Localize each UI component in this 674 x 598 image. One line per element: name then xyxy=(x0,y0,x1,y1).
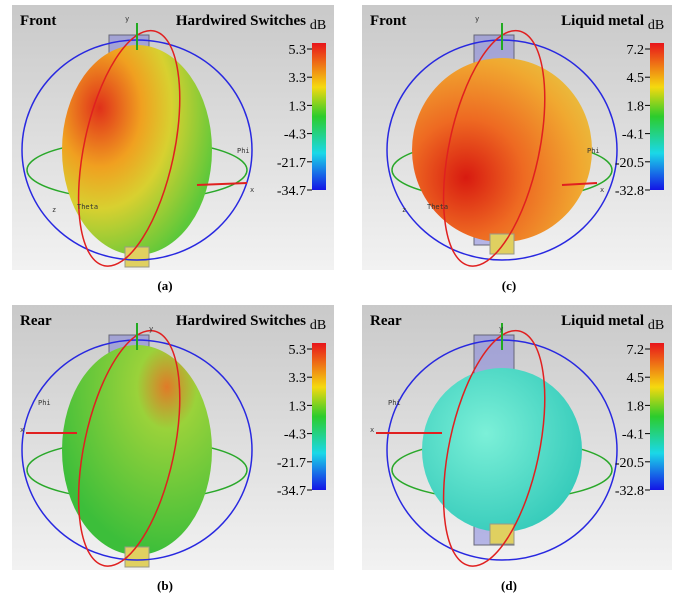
colorbar-tick-label: 1.8 xyxy=(627,399,645,414)
pattern xyxy=(62,345,212,555)
colorbar-tick-label: -34.7 xyxy=(277,484,306,499)
axis-label: x xyxy=(250,186,254,194)
colorbar-tick-label: -32.8 xyxy=(615,184,644,199)
colorbar xyxy=(312,43,326,190)
colorbar-tick-label: -21.7 xyxy=(277,156,306,171)
panel-title: Hardwired Switches xyxy=(176,13,306,29)
view-label: Front xyxy=(20,13,56,29)
colorbar-tick-label: 3.3 xyxy=(289,71,307,86)
axis-label: Phi xyxy=(38,399,51,407)
pattern xyxy=(422,368,582,532)
axis-label: Phi xyxy=(587,147,600,155)
panel-title: Liquid metal xyxy=(561,13,644,29)
panel-title: Liquid metal xyxy=(561,313,644,329)
colorbar-tick-label: -4.1 xyxy=(622,428,644,443)
feed xyxy=(125,247,149,267)
colorbar-tick-label: -20.5 xyxy=(615,456,644,471)
axis-label: Theta xyxy=(77,203,98,211)
axis-label: y xyxy=(475,15,479,23)
colorbar-tick-label: 7.2 xyxy=(627,343,645,358)
colorbar-tick-label: 1.8 xyxy=(627,99,645,114)
axis-label: Phi xyxy=(388,399,401,407)
colorbar-tick-label: -20.5 xyxy=(615,156,644,171)
panel: y x Phi Rear Liquid metal dB7.2 4.5 1.8 -4.1 -20.… xyxy=(362,305,672,575)
colorbar-tick-label: 4.5 xyxy=(627,371,645,386)
caption: (d) xyxy=(501,578,517,593)
colorbar-tick-label: -4.1 xyxy=(622,128,644,143)
caption: (b) xyxy=(157,578,173,593)
colorbar-tick-label: 5.3 xyxy=(289,343,307,358)
colorbar-tick-label: -4.3 xyxy=(284,128,306,143)
axis-label: Phi xyxy=(237,147,250,155)
colorbar-unit: dB xyxy=(310,318,326,333)
colorbar xyxy=(650,43,664,190)
view-label: Rear xyxy=(370,313,402,329)
colorbar-tick-label: 4.5 xyxy=(627,71,645,86)
pattern xyxy=(62,45,212,255)
axis-label: x xyxy=(600,186,604,194)
panel-title: Hardwired Switches xyxy=(176,313,306,329)
axis-label: y xyxy=(499,325,503,333)
figure: yxzPhiThetaFrontHardwired SwitchesdB5.33… xyxy=(0,0,674,598)
colorbar-tick-label: 3.3 xyxy=(289,371,307,386)
colorbar-tick-label: -32.8 xyxy=(615,484,644,499)
colorbar-tick-label: -21.7 xyxy=(277,456,306,471)
colorbar-unit: dB xyxy=(648,18,664,33)
axis-label: y xyxy=(149,325,153,333)
pattern xyxy=(412,58,592,242)
view-label: Front xyxy=(370,13,406,29)
colorbar-tick-label: 7.2 xyxy=(627,43,645,58)
axis-label: x xyxy=(370,426,374,434)
axis-label: y xyxy=(125,15,129,23)
panel: y x z Phi Theta Front Hardwired Switches dB5.3 3… xyxy=(12,5,334,275)
feed xyxy=(125,547,149,567)
axis-label: z xyxy=(402,206,406,214)
colorbar-tick-label: 5.3 xyxy=(289,43,307,58)
feed xyxy=(490,234,514,254)
axis-label: Theta xyxy=(427,203,448,211)
view-label: Rear xyxy=(20,313,52,329)
colorbar xyxy=(650,343,664,490)
colorbar-tick-label: 1.3 xyxy=(289,399,307,414)
axis-label: z xyxy=(52,206,56,214)
colorbar-tick-label: 1.3 xyxy=(289,99,307,114)
panel: y x z Phi Theta Front Liquid metal dB7.2 4.5 1.8 -… xyxy=(362,5,672,275)
axis-label: x xyxy=(20,426,24,434)
colorbar-tick-label: -4.3 xyxy=(284,428,306,443)
panel: y x Phi Rear Hardwired Switches dB5.3 3.3 1.3 -4… xyxy=(12,305,334,575)
caption: (c) xyxy=(502,278,516,293)
colorbar-tick-label: -34.7 xyxy=(277,184,306,199)
caption: (a) xyxy=(157,278,172,293)
colorbar-unit: dB xyxy=(648,318,664,333)
colorbar-unit: dB xyxy=(310,18,326,33)
colorbar xyxy=(312,343,326,490)
